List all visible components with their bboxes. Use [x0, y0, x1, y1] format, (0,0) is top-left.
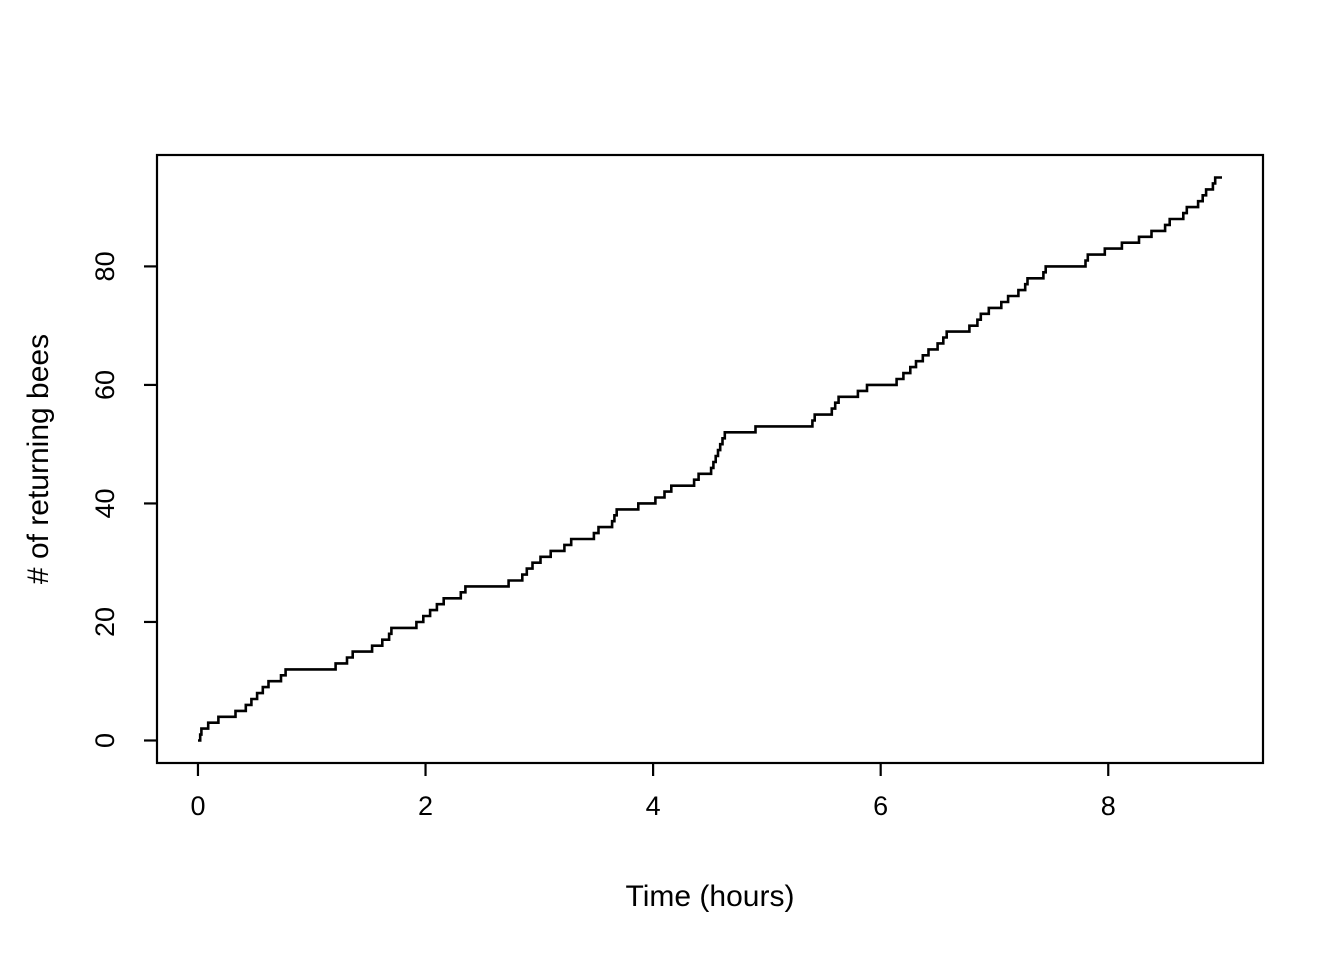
x-tick-label: 6 — [873, 791, 888, 821]
x-tick-label: 8 — [1101, 791, 1116, 821]
x-axis-title: Time (hours) — [626, 880, 795, 913]
x-tick-label: 0 — [190, 791, 205, 821]
y-axis-title: # of returning bees — [22, 334, 55, 584]
y-tick-label: 80 — [90, 251, 120, 281]
y-tick-label: 40 — [90, 488, 120, 518]
y-tick-label: 20 — [90, 607, 120, 637]
plot-box — [155, 153, 1265, 765]
y-axis: 0 20 40 60 80 — [90, 251, 157, 748]
x-axis: 0 2 4 6 8 — [190, 763, 1116, 821]
x-tick-label: 2 — [418, 791, 433, 821]
y-tick-label: 60 — [90, 370, 120, 400]
x-tick-label: 4 — [646, 791, 661, 821]
y-tick-label: 0 — [90, 733, 120, 748]
step-line — [198, 176, 1222, 742]
